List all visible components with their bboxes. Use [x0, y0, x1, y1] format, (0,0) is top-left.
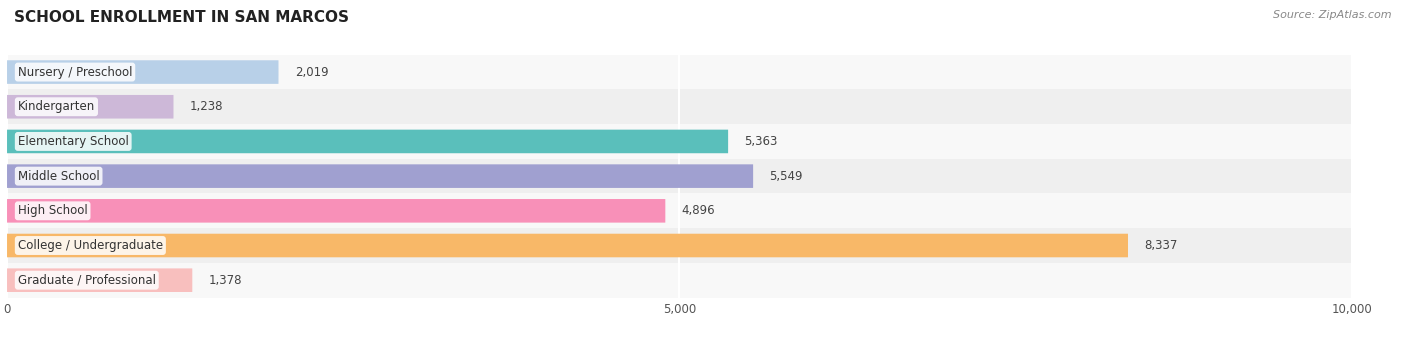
Bar [7, 89, 1351, 124]
FancyBboxPatch shape [7, 199, 665, 223]
FancyBboxPatch shape [7, 165, 754, 188]
Bar [7, 194, 1351, 228]
FancyBboxPatch shape [7, 95, 173, 119]
Text: Source: ZipAtlas.com: Source: ZipAtlas.com [1274, 10, 1392, 20]
Text: Middle School: Middle School [18, 170, 100, 183]
Text: Nursery / Preschool: Nursery / Preschool [18, 66, 132, 79]
Bar [7, 228, 1351, 263]
Text: Elementary School: Elementary School [18, 135, 129, 148]
Text: 1,238: 1,238 [190, 100, 224, 113]
FancyBboxPatch shape [7, 130, 728, 153]
Text: Kindergarten: Kindergarten [18, 100, 96, 113]
Text: 5,549: 5,549 [769, 170, 803, 183]
Text: 5,363: 5,363 [744, 135, 778, 148]
Text: 2,019: 2,019 [295, 66, 328, 79]
FancyBboxPatch shape [7, 234, 1128, 257]
Bar [7, 124, 1351, 159]
FancyBboxPatch shape [7, 268, 193, 292]
FancyBboxPatch shape [7, 60, 278, 84]
Text: High School: High School [18, 204, 87, 217]
Text: 1,378: 1,378 [208, 274, 242, 287]
Bar [7, 263, 1351, 298]
Text: SCHOOL ENROLLMENT IN SAN MARCOS: SCHOOL ENROLLMENT IN SAN MARCOS [14, 10, 349, 25]
Text: College / Undergraduate: College / Undergraduate [18, 239, 163, 252]
Text: 8,337: 8,337 [1144, 239, 1177, 252]
Bar [7, 159, 1351, 194]
Bar [7, 55, 1351, 89]
Text: Graduate / Professional: Graduate / Professional [18, 274, 156, 287]
Text: 4,896: 4,896 [682, 204, 716, 217]
